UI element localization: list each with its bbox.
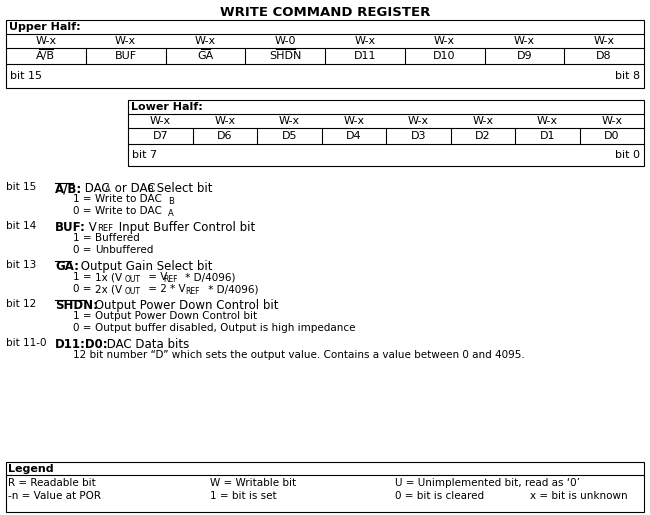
Text: R = Readable bit: R = Readable bit bbox=[8, 478, 96, 488]
Text: 0 =: 0 = bbox=[73, 323, 92, 333]
Text: B: B bbox=[147, 185, 153, 194]
Text: 1 =: 1 = bbox=[73, 311, 92, 321]
Text: Output Gain Select bit: Output Gain Select bit bbox=[77, 260, 213, 273]
Text: Write to DAC: Write to DAC bbox=[95, 194, 162, 204]
Text: W-x: W-x bbox=[593, 36, 615, 46]
Text: W-x: W-x bbox=[514, 36, 535, 46]
Text: D6: D6 bbox=[217, 131, 233, 141]
Text: SHDN: SHDN bbox=[269, 51, 302, 61]
Text: W-x: W-x bbox=[150, 116, 171, 126]
Text: W-0: W-0 bbox=[274, 36, 296, 46]
Text: D2: D2 bbox=[475, 131, 491, 141]
Text: GA:: GA: bbox=[55, 260, 79, 273]
Text: BUF:: BUF: bbox=[55, 221, 86, 234]
Text: BUF: BUF bbox=[114, 51, 136, 61]
Text: D8: D8 bbox=[596, 51, 612, 61]
Text: * D/4096): * D/4096) bbox=[205, 284, 259, 294]
Text: U = Unimplemented bit, read as ‘0’: U = Unimplemented bit, read as ‘0’ bbox=[395, 478, 580, 488]
Text: W-x: W-x bbox=[537, 116, 558, 126]
Text: bit 12: bit 12 bbox=[6, 299, 36, 309]
Text: Buffered: Buffered bbox=[95, 233, 140, 243]
Text: W-x: W-x bbox=[279, 116, 300, 126]
Text: D5: D5 bbox=[281, 131, 297, 141]
Text: D9: D9 bbox=[517, 51, 532, 61]
Text: -n = Value at POR: -n = Value at POR bbox=[8, 491, 101, 501]
Text: 1 = bit is set: 1 = bit is set bbox=[210, 491, 277, 501]
Bar bbox=[6, 20, 644, 88]
Text: GA: GA bbox=[197, 51, 213, 61]
Text: 1 =: 1 = bbox=[73, 233, 92, 243]
Text: Write to DAC: Write to DAC bbox=[95, 206, 162, 216]
Text: W-x: W-x bbox=[115, 36, 136, 46]
Text: SHDN:: SHDN: bbox=[55, 299, 98, 312]
Text: D0: D0 bbox=[604, 131, 619, 141]
Text: REF: REF bbox=[185, 287, 200, 296]
Text: WRITE COMMAND REGISTER: WRITE COMMAND REGISTER bbox=[220, 6, 430, 19]
Bar bbox=[128, 100, 644, 166]
Text: W-x: W-x bbox=[601, 116, 622, 126]
Text: or DAC: or DAC bbox=[111, 182, 155, 195]
Text: W-x: W-x bbox=[214, 116, 235, 126]
Text: bit 15: bit 15 bbox=[10, 71, 42, 81]
Text: 0 =: 0 = bbox=[73, 245, 92, 255]
Text: 2x (V: 2x (V bbox=[95, 284, 122, 294]
Text: 1 =: 1 = bbox=[73, 194, 92, 204]
Text: Unbuffered: Unbuffered bbox=[95, 245, 153, 255]
Text: 12 bit number “D” which sets the output value. Contains a value between 0 and 40: 12 bit number “D” which sets the output … bbox=[73, 350, 525, 360]
Text: Input Buffer Control bit: Input Buffer Control bit bbox=[115, 221, 255, 234]
Text: W = Writable bit: W = Writable bit bbox=[210, 478, 296, 488]
Text: W-x: W-x bbox=[408, 116, 429, 126]
Text: A/B: A/B bbox=[36, 51, 55, 61]
Text: bit 15: bit 15 bbox=[6, 182, 36, 192]
Text: bit 14: bit 14 bbox=[6, 221, 36, 231]
Text: Lower Half:: Lower Half: bbox=[131, 102, 203, 112]
Text: A: A bbox=[105, 185, 110, 194]
Text: Upper Half:: Upper Half: bbox=[9, 22, 81, 32]
Text: V: V bbox=[85, 221, 97, 234]
Text: OUT: OUT bbox=[125, 275, 141, 284]
Text: W-x: W-x bbox=[354, 36, 376, 46]
Text: A/B:: A/B: bbox=[55, 182, 83, 195]
Text: W-x: W-x bbox=[434, 36, 455, 46]
Text: Select bit: Select bit bbox=[153, 182, 213, 195]
Text: bit 0: bit 0 bbox=[615, 150, 640, 160]
Text: DAC Data bits: DAC Data bits bbox=[103, 338, 189, 351]
Text: 1 =: 1 = bbox=[73, 272, 92, 282]
Text: bit 8: bit 8 bbox=[615, 71, 640, 81]
Text: REF: REF bbox=[97, 224, 113, 233]
Text: 1x (V: 1x (V bbox=[95, 272, 122, 282]
Text: 0 =: 0 = bbox=[73, 206, 92, 216]
Text: * D/4096): * D/4096) bbox=[182, 272, 235, 282]
Text: D1: D1 bbox=[540, 131, 555, 141]
Text: W-x: W-x bbox=[195, 36, 216, 46]
Text: W-x: W-x bbox=[343, 116, 364, 126]
Text: Output buffer disabled, Output is high impedance: Output buffer disabled, Output is high i… bbox=[95, 323, 356, 333]
Text: D3: D3 bbox=[411, 131, 426, 141]
Text: = 2 * V: = 2 * V bbox=[145, 284, 186, 294]
Text: W-x: W-x bbox=[35, 36, 57, 46]
Text: 0 =: 0 = bbox=[73, 284, 92, 294]
Text: D10: D10 bbox=[434, 51, 456, 61]
Text: Output Power Down Control bit: Output Power Down Control bit bbox=[91, 299, 278, 312]
Text: W-x: W-x bbox=[472, 116, 493, 126]
Text: OUT: OUT bbox=[125, 287, 141, 296]
Text: B: B bbox=[168, 197, 174, 206]
Text: bit 7: bit 7 bbox=[132, 150, 157, 160]
Text: Output Power Down Control bit: Output Power Down Control bit bbox=[95, 311, 257, 321]
Text: D4: D4 bbox=[346, 131, 361, 141]
Text: = V: = V bbox=[145, 272, 168, 282]
Text: DAC: DAC bbox=[81, 182, 110, 195]
Text: x = bit is unknown: x = bit is unknown bbox=[530, 491, 628, 501]
Text: 0 = bit is cleared: 0 = bit is cleared bbox=[395, 491, 484, 501]
Text: Legend: Legend bbox=[8, 464, 53, 474]
Text: bit 13: bit 13 bbox=[6, 260, 36, 270]
Text: D11:D0:: D11:D0: bbox=[55, 338, 109, 351]
Text: REF: REF bbox=[163, 275, 177, 284]
Bar bbox=[6, 462, 644, 512]
Text: D7: D7 bbox=[153, 131, 168, 141]
Text: bit 11-0: bit 11-0 bbox=[6, 338, 47, 348]
Text: A: A bbox=[168, 209, 174, 218]
Text: D11: D11 bbox=[354, 51, 376, 61]
